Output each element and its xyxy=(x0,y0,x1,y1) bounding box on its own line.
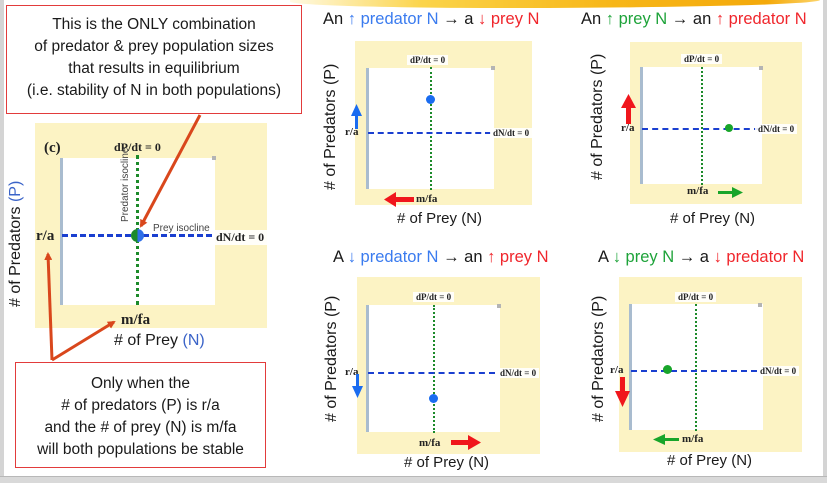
mfa-label: m/fa xyxy=(682,433,704,445)
predator-isocline-line xyxy=(433,305,435,433)
frame-bottom-edge xyxy=(0,476,827,483)
title-text: predator N xyxy=(356,10,439,28)
predator-isocline-label: Predator isocline xyxy=(120,147,131,222)
x-axis-label: # of Prey (N) xyxy=(114,332,205,350)
up-arrow-icon: ↑ xyxy=(347,10,357,28)
title-text: predator N xyxy=(355,248,439,266)
dn-dt-label: dN/dt = 0 xyxy=(490,128,533,138)
panel-title: An ↑ prey N → an ↑ predator N xyxy=(581,10,807,29)
title-text: prey N xyxy=(614,10,668,28)
plot-corner xyxy=(758,303,762,307)
mfa-label: m/fa xyxy=(121,312,151,328)
dn-dt-label: dN/dt = 0 xyxy=(497,368,540,378)
prey-isocline-line xyxy=(631,370,757,372)
panel-title: An ↑ predator N → a ↓ prey N xyxy=(323,10,539,29)
x-axis-variable: (N) xyxy=(182,332,205,349)
title-text: prey N xyxy=(620,248,675,266)
dp-dt-label: dP/dt = 0 xyxy=(675,292,717,302)
callout-line: will both populations be stable xyxy=(37,441,244,458)
title-text: prey N xyxy=(486,10,540,28)
callout-line: that results in equilibrium xyxy=(68,60,240,77)
plot-corner xyxy=(497,304,501,308)
title-text: A xyxy=(598,248,613,266)
population-point xyxy=(663,365,672,374)
x-axis-label: # of Prey (N) xyxy=(667,452,753,469)
frame-left-edge xyxy=(0,0,4,478)
population-point xyxy=(725,124,733,132)
plot-corner xyxy=(759,66,763,70)
mfa-label: m/fa xyxy=(416,193,438,205)
prey-isocline-label: Prey isocline xyxy=(153,223,210,234)
mfa-label: m/fa xyxy=(687,185,709,197)
up-arrow-icon: ↑ xyxy=(715,10,725,28)
dp-dt-label: dP/dt = 0 xyxy=(681,54,723,64)
down-arrow-icon: ↓ xyxy=(713,248,722,266)
up-arrow-icon: ↑ xyxy=(605,10,615,28)
dn-dt-label: dN/dt = 0 xyxy=(757,366,800,376)
equilibrium-point xyxy=(131,229,144,242)
ra-label: r/a xyxy=(610,364,624,376)
ra-label: r/a xyxy=(621,122,635,134)
up-arrow-icon: ↑ xyxy=(487,248,496,266)
plot-corner xyxy=(212,156,216,160)
title-text: An xyxy=(323,10,348,28)
prey-isocline-line xyxy=(368,132,491,134)
dp-dt-label: dP/dt = 0 xyxy=(413,292,455,302)
x-axis-label: # of Prey (N) xyxy=(670,210,756,227)
predator-isocline-line xyxy=(430,67,432,190)
callout-line: This is the ONLY combination xyxy=(52,16,256,33)
y-axis-label: # of Predators (P) xyxy=(322,63,339,190)
dn-dt-label: dN/dt = 0 xyxy=(213,230,268,245)
dp-dt-label: dP/dt = 0 xyxy=(407,55,449,65)
predator-isocline-line xyxy=(695,304,697,431)
ra-label: r/a xyxy=(36,228,55,244)
callout-line: and the # of prey (N) is m/fa xyxy=(44,419,237,436)
y-axis-label: # of Predators (P) xyxy=(589,53,606,180)
title-text: predator N xyxy=(724,10,807,28)
frame-right-edge xyxy=(823,0,827,478)
y-axis-text: # of Predators xyxy=(7,202,24,308)
decorative-brush-stroke xyxy=(290,0,820,8)
title-text: An xyxy=(581,10,606,28)
dn-dt-label: dN/dt = 0 xyxy=(755,124,798,134)
population-point xyxy=(426,95,435,104)
panel-label: (c) xyxy=(44,140,61,156)
down-arrow-icon: ↓ xyxy=(347,248,356,266)
title-text: → an xyxy=(438,248,488,266)
y-axis-variable: (P) xyxy=(7,180,24,203)
panel-title: A ↓ predator N → an ↑ prey N xyxy=(333,248,549,267)
plot-corner xyxy=(491,66,495,70)
title-text: prey N xyxy=(495,248,549,266)
title-text: predator N xyxy=(721,248,805,266)
prey-isocline-line xyxy=(642,128,760,130)
down-arrow-icon: ↓ xyxy=(478,10,487,28)
x-axis-label: # of Prey (N) xyxy=(404,454,490,471)
title-text: → an xyxy=(667,10,716,28)
prey-isocline-line xyxy=(368,372,495,374)
y-axis-label: # of Predators (P) xyxy=(323,295,340,422)
stability-callout: Only when the # of predators (P) is r/a … xyxy=(15,362,266,468)
ra-label: r/a xyxy=(345,366,359,378)
title-text: → a xyxy=(674,248,714,266)
y-axis-label: # of Predators (P) xyxy=(590,295,607,422)
callout-line: Only when the xyxy=(90,375,191,392)
predator-isocline-line xyxy=(701,67,703,185)
title-text: A xyxy=(333,248,348,266)
equilibrium-callout: This is the ONLY combination of predator… xyxy=(6,5,302,114)
x-axis-text: # of Prey xyxy=(114,332,183,349)
callout-line: (i.e. stability of N in both populations… xyxy=(26,82,282,99)
y-axis-label: # of Predators (P) xyxy=(7,181,25,307)
callout-line: # of predators (P) is r/a xyxy=(61,397,220,414)
panel-title: A ↓ prey N → a ↓ predator N xyxy=(598,248,804,267)
mfa-label: m/fa xyxy=(419,437,441,449)
down-arrow-icon: ↓ xyxy=(612,248,621,266)
title-text: → a xyxy=(438,10,479,28)
x-axis-label: # of Prey (N) xyxy=(397,210,483,227)
ra-label: r/a xyxy=(345,126,359,138)
callout-line: of predator & prey population sizes xyxy=(34,38,274,55)
population-point xyxy=(429,394,438,403)
